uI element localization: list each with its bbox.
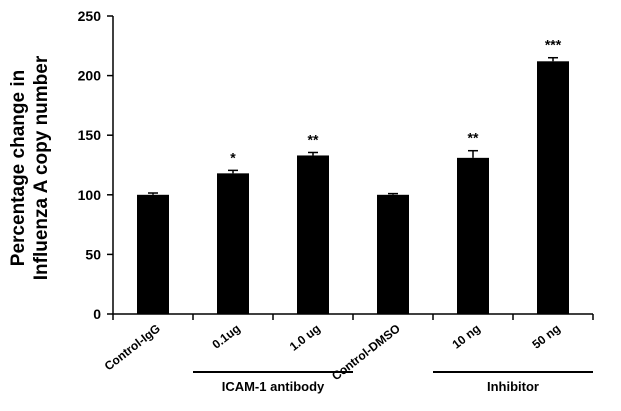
x-category-label: Control-IgG [102,321,163,373]
x-category-label: Control-DMSO [329,321,403,383]
y-tick-label: 0 [93,306,101,322]
y-axis-title-line-2: Influenza A copy number [31,55,52,280]
bar [377,194,409,314]
y-tick-label: 100 [78,187,102,203]
y-tick-label: 250 [78,8,102,24]
bar [217,173,249,314]
group-label: ICAM-1 antibody [222,379,325,394]
bar [297,155,329,314]
y-tick-label: 150 [78,127,102,143]
y-axis-title-line-1: Percentage change in [8,70,29,266]
significance-marker: ** [308,131,319,147]
significance-marker: * [230,149,236,165]
significance-marker: ** [468,130,479,146]
bar [137,194,169,314]
group-label: Inhibitor [487,379,539,394]
significance-marker: *** [545,37,562,53]
x-category-label: 0.1ug [210,321,243,351]
y-tick-label: 200 [78,68,102,84]
bar [537,61,569,314]
bar [457,157,489,314]
y-axis-title: Percentage change in Influenza A copy nu… [8,55,52,280]
plot-area: 0 50 100 150 200 250 Control-IgG * 0.1ug ** 1.0 ug… [78,8,594,394]
x-category-label: 10 ng [450,321,483,351]
x-category-label: 50 ng [530,321,563,351]
x-category-label: 1.0 ug [287,321,323,353]
y-tick-label: 50 [85,246,101,262]
